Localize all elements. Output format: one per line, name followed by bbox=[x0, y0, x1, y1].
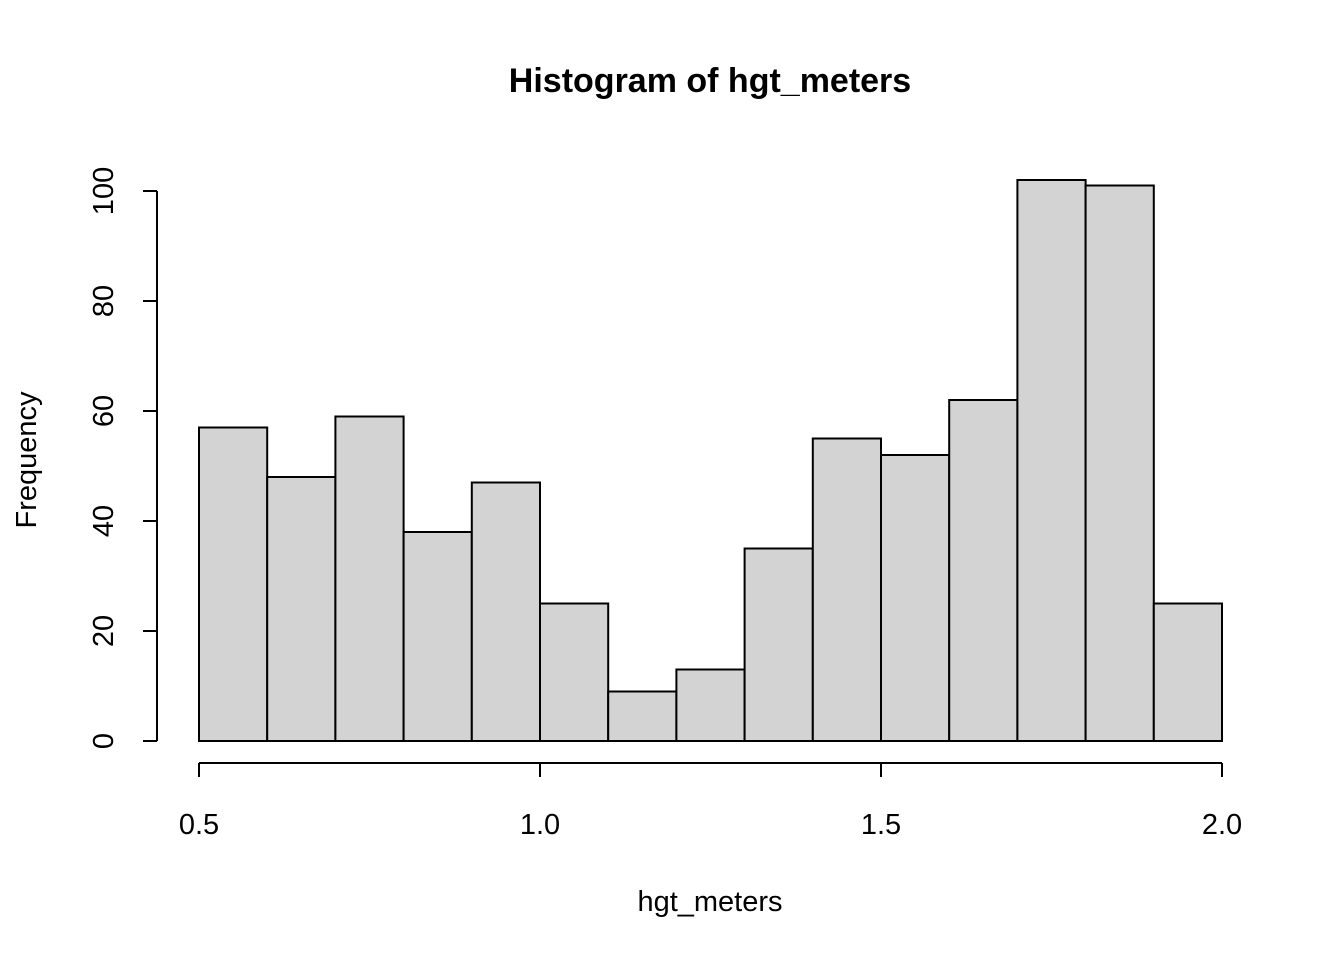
histogram-bar-8 bbox=[675, 668, 746, 742]
y-tick-label: 40 bbox=[88, 505, 120, 537]
y-tick-label: 100 bbox=[88, 167, 120, 215]
histogram-bar-2 bbox=[266, 476, 337, 742]
histogram-bar-10 bbox=[811, 437, 882, 742]
histogram-bar-13 bbox=[1016, 179, 1087, 742]
histogram-bar-9 bbox=[743, 547, 814, 742]
histogram-bar-7 bbox=[607, 690, 678, 742]
y-tick-label: 60 bbox=[88, 395, 120, 427]
y-tick-label: 0 bbox=[88, 733, 120, 749]
histogram-bar-15 bbox=[1152, 602, 1224, 742]
y-tick-label: 80 bbox=[88, 285, 120, 317]
histogram-bar-14 bbox=[1084, 184, 1155, 742]
x-tick-label: 0.5 bbox=[179, 809, 219, 841]
y-axis-label: Frequency bbox=[11, 391, 43, 529]
chart-title: Histogram of hgt_meters bbox=[509, 62, 911, 100]
x-tick-label: 2.0 bbox=[1202, 809, 1242, 841]
y-tick-label: 20 bbox=[88, 615, 120, 647]
histogram-bar-12 bbox=[948, 399, 1019, 742]
histogram-bars bbox=[198, 179, 1224, 742]
x-axis-label: hgt_meters bbox=[637, 886, 782, 918]
x-tick-label: 1.0 bbox=[520, 809, 560, 841]
histogram-bar-11 bbox=[880, 454, 951, 742]
histogram-bar-5 bbox=[470, 481, 541, 742]
x-tick-label: 1.5 bbox=[861, 809, 901, 841]
y-axis: 0 20 40 60 80 100 bbox=[88, 167, 158, 749]
histogram-bar-6 bbox=[539, 602, 610, 742]
histogram-bar-3 bbox=[334, 415, 405, 742]
x-axis: 0.5 1.0 1.5 2.0 bbox=[179, 762, 1242, 841]
histogram-bar-1 bbox=[198, 426, 269, 742]
histogram-bar-4 bbox=[402, 531, 473, 742]
